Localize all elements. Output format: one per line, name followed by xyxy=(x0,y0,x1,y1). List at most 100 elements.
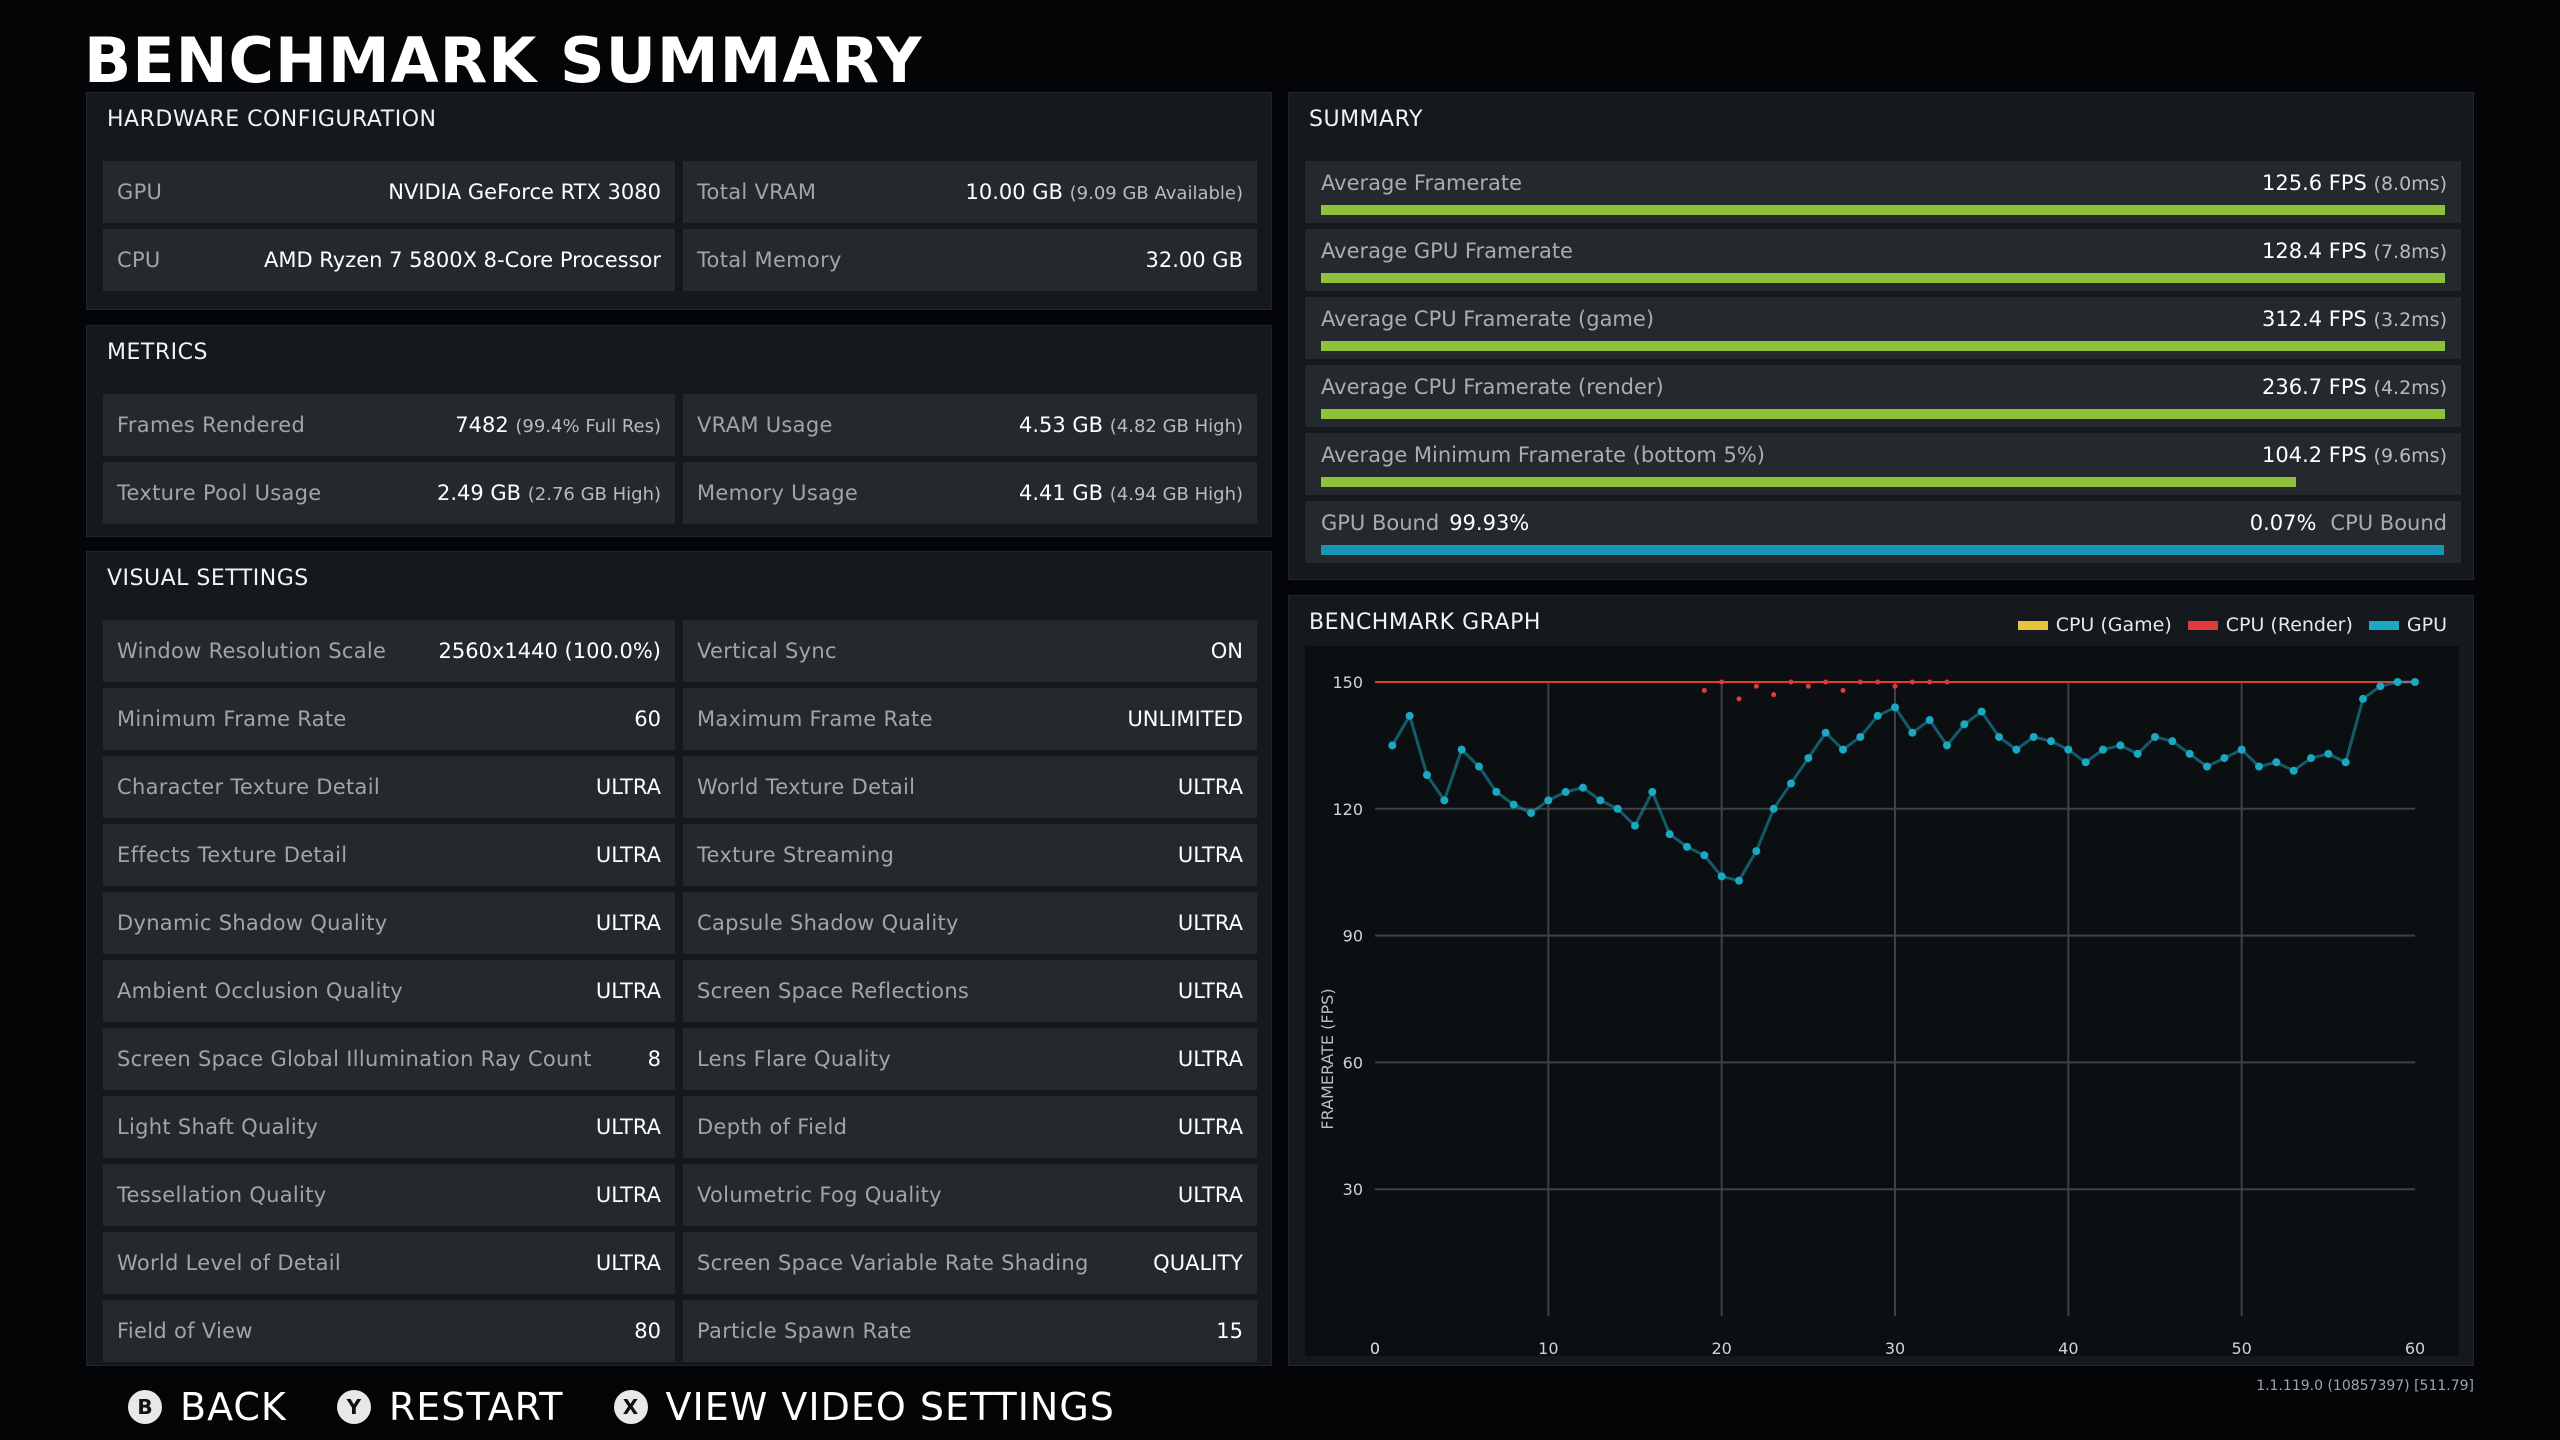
page-title: BENCHMARK SUMMARY xyxy=(84,24,923,97)
setting-label: Vertical Sync xyxy=(697,639,837,663)
benchmark-graph-panel: BENCHMARK GRAPH CPU (Game) CPU (Render) GP… xyxy=(1288,595,2474,1366)
setting-row: Particle Spawn Rate 15 xyxy=(683,1300,1257,1362)
setting-label: Screen Space Variable Rate Shading xyxy=(697,1251,1089,1275)
button-label: VIEW VIDEO SETTINGS xyxy=(665,1385,1115,1429)
data-point-gpu xyxy=(2359,694,2367,703)
setting-value: UNLIMITED xyxy=(1127,707,1243,731)
setting-label: Depth of Field xyxy=(697,1115,848,1139)
data-point-gpu xyxy=(1908,728,1917,737)
row-value: NVIDIA GeForce RTX 3080 xyxy=(388,180,661,204)
data-point-gpu xyxy=(2029,732,2038,741)
restart-button[interactable]: Y RESTART xyxy=(336,1385,564,1429)
row-value: 4.53 GB (4.82 GB High) xyxy=(1018,413,1243,437)
setting-label: Maximum Frame Rate xyxy=(697,707,933,731)
data-point-gpu xyxy=(2272,758,2281,767)
data-point-gpu xyxy=(2393,678,2402,686)
setting-row: Field of View 80 xyxy=(103,1300,675,1362)
setting-value: ULTRA xyxy=(1177,979,1243,1003)
setting-label: Tessellation Quality xyxy=(117,1183,327,1207)
y-axis-label: FRAMERATE (FPS) xyxy=(1318,988,1337,1129)
data-point-gpu xyxy=(1683,842,1691,851)
plot-background xyxy=(1305,646,2459,1356)
controller-x-button-icon: X xyxy=(613,1390,648,1424)
gpu-bound: GPU Bound 99.93% xyxy=(1321,511,1530,535)
row-label: Memory Usage xyxy=(697,481,859,505)
setting-value: ULTRA xyxy=(1177,1115,1243,1139)
hardware-panel: HARDWARE CONFIGURATION GPU NVIDIA GeForc… xyxy=(86,92,1272,310)
data-point-gpu xyxy=(2411,678,2419,686)
data-point-gpu xyxy=(2064,745,2073,754)
button-bar: B BACK Y RESTART X VIEW VIDEO SETTINGS xyxy=(128,1385,1165,1429)
row-value: 2.49 GB (2.76 GB High) xyxy=(436,481,661,505)
data-point-gpu xyxy=(2289,766,2298,775)
setting-value: ULTRA xyxy=(1177,911,1243,935)
summary-label: Average Minimum Framerate (bottom 5%) xyxy=(1321,443,1765,467)
data-point-cpu-render xyxy=(1736,696,1742,702)
row-label: Texture Pool Usage xyxy=(117,481,322,505)
setting-row: World Texture Detail ULTRA xyxy=(683,756,1257,818)
data-point-gpu xyxy=(1596,796,1605,805)
hw-row-vram: Total VRAM 10.00 GB (9.09 GB Available) xyxy=(683,161,1257,223)
row-label: Total Memory xyxy=(697,248,842,272)
summary-label: Average GPU Framerate xyxy=(1321,239,1573,263)
x-tick-label: 50 xyxy=(2231,1339,2251,1356)
data-point-gpu xyxy=(2116,741,2125,750)
setting-label: Window Resolution Scale xyxy=(117,639,387,663)
setting-row: Screen Space Variable Rate Shading QUALIT… xyxy=(683,1232,1257,1294)
summary-row: Average CPU Framerate (render) 236.7 FPS … xyxy=(1305,365,2461,427)
hw-row-cpu: CPU AMD Ryzen 7 5800X 8-Core Processor xyxy=(103,229,675,291)
setting-row: Ambient Occlusion Quality ULTRA xyxy=(103,960,675,1022)
data-point-gpu xyxy=(2324,749,2333,758)
y-tick-label: 150 xyxy=(1332,673,1363,692)
setting-value: 2560x1440 (100.0%) xyxy=(438,639,661,663)
data-point-cpu-render xyxy=(1857,679,1863,685)
setting-row: Maximum Frame Rate UNLIMITED xyxy=(683,688,1257,750)
setting-value: 15 xyxy=(1216,1319,1243,1343)
data-point-cpu-render xyxy=(1701,687,1707,693)
setting-row: Vertical Sync ON xyxy=(683,620,1257,682)
data-point-gpu xyxy=(1960,720,1969,729)
data-point-gpu xyxy=(1925,716,1934,725)
data-point-gpu xyxy=(1527,809,1535,818)
data-point-gpu xyxy=(1943,741,1951,750)
summary-bar xyxy=(1321,477,2296,487)
data-point-gpu xyxy=(2012,745,2021,754)
data-point-cpu-render xyxy=(1927,679,1933,685)
row-value: 10.00 GB (9.09 GB Available) xyxy=(965,180,1243,204)
data-point-gpu xyxy=(1388,741,1397,750)
setting-row: World Level of Detail ULTRA xyxy=(103,1232,675,1294)
setting-label: Volumetric Fog Quality xyxy=(697,1183,942,1207)
back-button[interactable]: B BACK xyxy=(128,1385,287,1429)
setting-value: ULTRA xyxy=(595,1251,661,1275)
data-point-gpu xyxy=(1891,703,1899,712)
row-value: AMD Ryzen 7 5800X 8-Core Processor xyxy=(263,248,661,272)
data-point-gpu xyxy=(1717,872,1726,881)
bound-row: GPU Bound 99.93% 0.07% CPU Bound xyxy=(1305,501,2461,563)
setting-label: World Texture Detail xyxy=(697,775,916,799)
summary-value: 236.7 FPS (4.2ms) xyxy=(2261,375,2447,399)
x-tick-label: 40 xyxy=(2058,1339,2078,1356)
visual-settings-panel: VISUAL SETTINGS Window Resolution Scale 2… xyxy=(86,551,1272,1366)
data-point-gpu xyxy=(2255,762,2263,771)
setting-row: Window Resolution Scale 2560x1440 (100.0%… xyxy=(103,620,675,682)
setting-label: Particle Spawn Rate xyxy=(697,1319,912,1343)
row-value: 32.00 GB xyxy=(1145,248,1243,272)
data-point-gpu xyxy=(1457,745,1466,754)
button-label: RESTART xyxy=(388,1385,564,1429)
data-point-gpu xyxy=(1492,787,1501,796)
summary-label: Average CPU Framerate (render) xyxy=(1321,375,1664,399)
version-text: 1.1.119.0 (10857397) [511.79] xyxy=(2256,1378,2474,1394)
setting-row: Capsule Shadow Quality ULTRA xyxy=(683,892,1257,954)
setting-value: ULTRA xyxy=(595,843,661,867)
view-video-settings-button[interactable]: X VIEW VIDEO SETTINGS xyxy=(613,1385,1115,1429)
row-value: 4.41 GB (4.94 GB High) xyxy=(1018,481,1243,505)
data-point-cpu-render xyxy=(1805,683,1811,689)
setting-value: ULTRA xyxy=(595,775,661,799)
data-point-cpu-render xyxy=(1788,679,1794,685)
summary-bar xyxy=(1321,205,2445,215)
setting-row: Screen Space Reflections ULTRA xyxy=(683,960,1257,1022)
setting-label: World Level of Detail xyxy=(117,1251,342,1275)
data-point-gpu xyxy=(1509,800,1518,809)
legend-swatch xyxy=(2368,620,2399,630)
data-point-gpu xyxy=(2168,737,2177,746)
